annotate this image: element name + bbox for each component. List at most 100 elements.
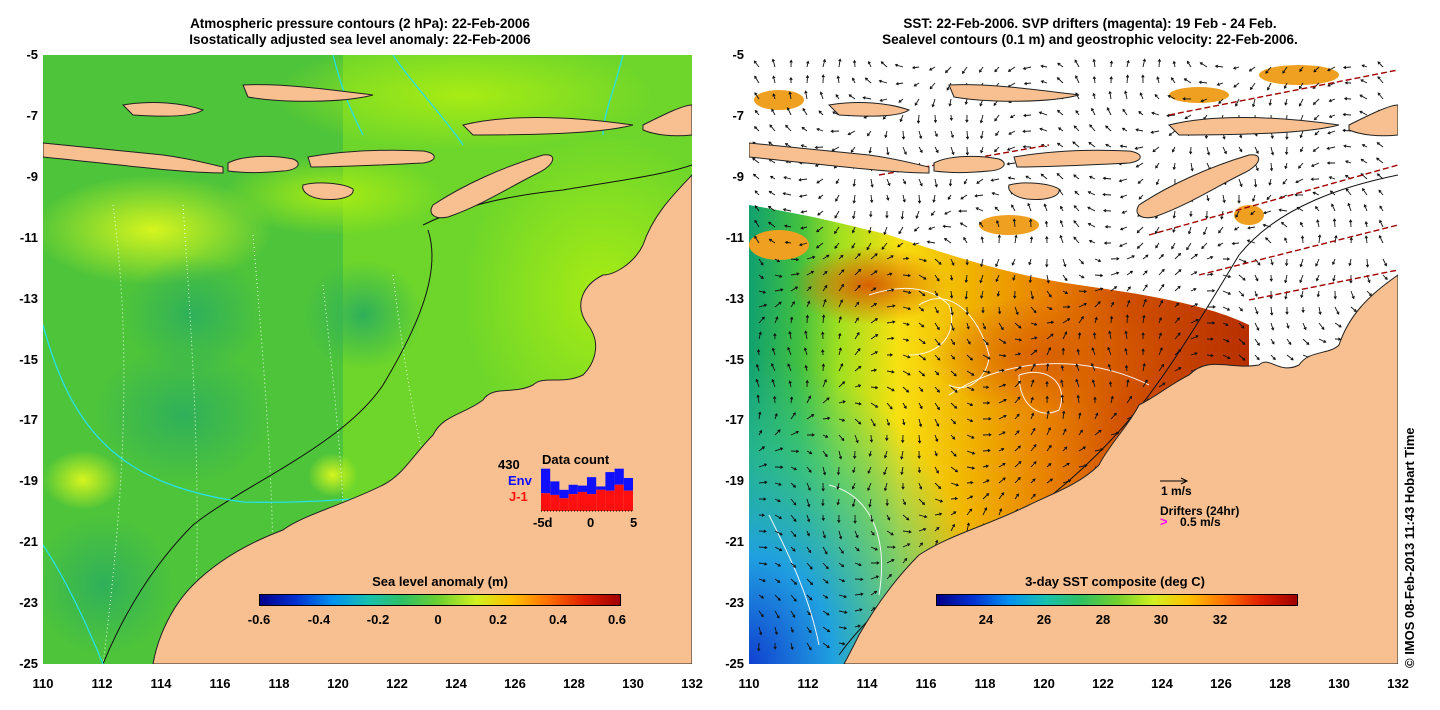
velocity-arrow [1235, 210, 1240, 218]
velocity-arrow [1190, 253, 1198, 260]
velocity-arrow [886, 559, 895, 564]
velocity-arrow [902, 354, 911, 359]
velocity-arrow [902, 338, 910, 342]
velocity-arrow [1138, 111, 1144, 116]
right-xlabel: 110 [738, 676, 760, 691]
velocity-arrow [854, 546, 860, 552]
velocity-arrow [790, 498, 797, 506]
velocity-arrow [1092, 58, 1096, 68]
velocity-arrow [1296, 206, 1304, 212]
velocity-arrow [774, 626, 778, 636]
right-xlabel: 120 [1033, 676, 1055, 691]
velocity-arrow [995, 274, 1000, 283]
velocity-arrow [1248, 66, 1256, 72]
right-cb-tick: 32 [1212, 612, 1228, 627]
velocity-arrow [800, 210, 808, 214]
velocity-arrow [1158, 283, 1165, 292]
velocity-arrow [1247, 226, 1256, 230]
velocity-arrow [1190, 352, 1198, 356]
velocity-arrow [854, 624, 861, 628]
velocity-arrow [950, 482, 960, 487]
velocity-arrow [850, 146, 856, 153]
velocity-arrow [758, 610, 764, 618]
velocity-arrow [1078, 289, 1088, 294]
velocity-arrow [870, 351, 879, 356]
velocity-arrow [1329, 190, 1336, 196]
velocity-arrow [822, 642, 830, 648]
velocity-arrow [822, 58, 827, 68]
velocity-arrow [806, 642, 812, 651]
velocity-arrow [756, 348, 761, 356]
velocity-arrow [806, 578, 814, 586]
velocity-arrow [1012, 274, 1016, 281]
velocity-arrow [1135, 128, 1144, 132]
velocity-arrow [895, 82, 904, 86]
velocity-arrow [1172, 60, 1176, 68]
velocity-arrow [1270, 258, 1274, 266]
velocity-arrow [836, 75, 840, 84]
velocity-arrow [1254, 274, 1259, 282]
sumbawa-island [933, 155, 1005, 173]
velocity-arrow [816, 127, 824, 132]
velocity-arrow [1023, 81, 1032, 86]
velocity-arrow [998, 368, 1005, 373]
velocity-arrow [918, 527, 927, 532]
sumba-island [1008, 182, 1060, 200]
velocity-arrow [950, 322, 955, 332]
velocity-arrow [1284, 146, 1289, 156]
velocity-arrow [917, 194, 922, 204]
right-xlabel: 128 [1269, 676, 1291, 691]
velocity-arrow [1238, 338, 1246, 345]
right-map-canvas [749, 55, 1398, 664]
velocity-arrow [902, 418, 906, 426]
velocity-arrow [1377, 76, 1384, 84]
velocity-arrow [1284, 274, 1288, 284]
velocity-arrow [1008, 130, 1016, 135]
velocity-arrow [1087, 206, 1096, 212]
velocity-arrow [851, 226, 856, 234]
velocity-arrow [822, 450, 828, 458]
velocity-arrow [902, 370, 911, 376]
velocity-arrow [1135, 162, 1144, 168]
velocity-arrow [805, 74, 810, 84]
velocity-arrow [769, 124, 776, 132]
velocity-arrow [965, 146, 970, 156]
velocity-arrow [1190, 335, 1199, 340]
velocity-arrow [854, 347, 861, 356]
velocity-arrow [950, 402, 958, 409]
velocity-arrow [1078, 412, 1082, 420]
velocity-arrow [965, 114, 969, 123]
sla-low-region-4 [43, 515, 173, 655]
velocity-arrow [774, 288, 784, 292]
velocity-arrow [752, 157, 760, 164]
velocity-arrow [757, 642, 761, 652]
velocity-arrow [982, 479, 990, 484]
velocity-arrow [758, 303, 768, 308]
velocity-arrow [942, 224, 952, 229]
velocity-arrow [1361, 144, 1368, 148]
velocity-arrow [1075, 75, 1080, 84]
velocity-arrow [1087, 191, 1096, 196]
velocity-arrow [1216, 82, 1224, 86]
velocity-arrow [1174, 317, 1180, 324]
velocity-arrow [1206, 321, 1216, 325]
velocity-arrow [1060, 205, 1064, 212]
velocity-arrow [1222, 306, 1231, 311]
left-title-line2: Isostatically adjusted sea level anomaly… [189, 32, 531, 47]
velocity-arrow [950, 258, 955, 266]
velocity-arrow [870, 194, 874, 204]
velocity-arrow [790, 286, 799, 292]
velocity-arrow [1302, 322, 1307, 331]
velocity-arrow [1030, 396, 1034, 404]
velocity-arrow [963, 178, 968, 185]
velocity-arrow [870, 402, 879, 408]
velocity-arrow [1013, 290, 1017, 299]
velocity-arrow [1379, 205, 1384, 212]
velocity-arrow [1103, 209, 1112, 213]
right-ylabel: -7 [732, 108, 744, 123]
velocity-arrow [980, 146, 984, 154]
velocity-arrow [869, 210, 873, 218]
velocity-arrow [822, 434, 829, 438]
velocity-arrow [1126, 59, 1130, 68]
velocity-arrow [1328, 114, 1336, 118]
